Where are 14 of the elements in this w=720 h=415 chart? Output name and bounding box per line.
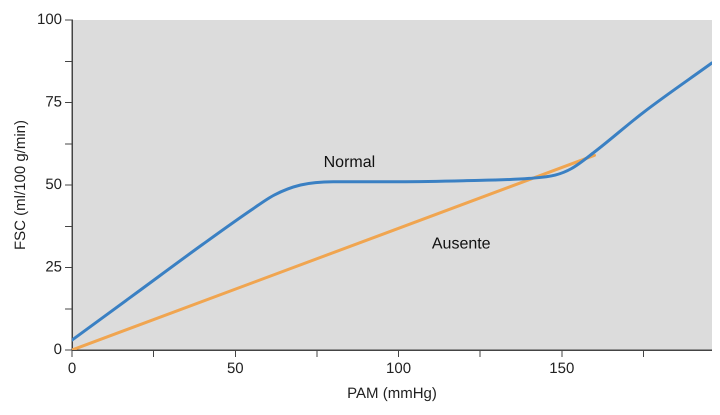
y-tick-label: 100 <box>36 11 62 28</box>
x-tick-label: 50 <box>226 360 244 378</box>
y-tick-label: 50 <box>45 176 62 194</box>
x-axis-title: PAM (mmHg) <box>347 385 437 402</box>
x-tick-label: 0 <box>68 360 76 378</box>
y-tick-label: 0 <box>54 341 62 358</box>
series-label: Ausente <box>432 235 491 252</box>
x-tick-label: 100 <box>386 360 412 378</box>
y-axis-title: FSC (ml/100 g/min) <box>12 120 30 250</box>
y-tick-label: 25 <box>45 258 62 276</box>
line-series <box>72 61 712 342</box>
x-tick-label: 150 <box>549 360 574 378</box>
series-label: Normal <box>324 154 376 172</box>
y-tick-label: 75 <box>45 94 62 111</box>
